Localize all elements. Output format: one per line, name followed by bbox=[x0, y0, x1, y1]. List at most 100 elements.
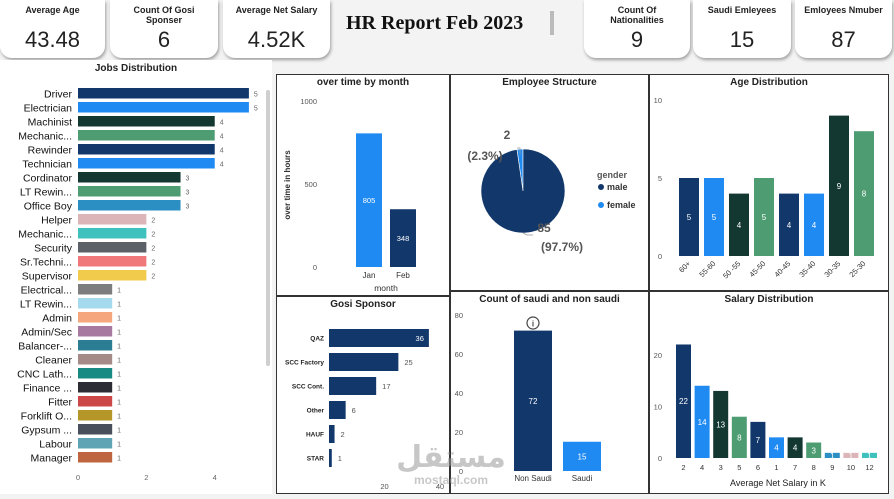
gosi-category-label: SCC Factory bbox=[285, 360, 324, 367]
job-value-label: 4 bbox=[220, 161, 224, 168]
salary-y-tick: 20 bbox=[654, 351, 662, 360]
job-category-label: Electrical... bbox=[21, 284, 72, 296]
gosi-category-label: SCC Cont. bbox=[292, 384, 324, 391]
overtime-bar bbox=[356, 133, 382, 267]
gosi-bar bbox=[329, 329, 429, 347]
job-value-label: 1 bbox=[117, 455, 121, 462]
job-value-label: 1 bbox=[117, 441, 121, 448]
age-bar bbox=[729, 193, 749, 256]
salary-value-label: 14 bbox=[698, 418, 707, 427]
overtime-y-tick: 0 bbox=[313, 263, 317, 272]
kpi-average-salary: Average Net Salary 4.52K bbox=[223, 0, 330, 58]
job-bar bbox=[78, 130, 215, 141]
age-value-label: 9 bbox=[837, 182, 842, 191]
age-x-tick: 55-60 bbox=[697, 259, 717, 279]
job-category-label: Cordinator bbox=[23, 172, 73, 184]
watermark-logo: مستقل mostaql.com bbox=[392, 442, 510, 487]
overtime-y-tick: 500 bbox=[304, 180, 317, 189]
saudi-value-label: 72 bbox=[529, 397, 538, 406]
gosi-bar bbox=[329, 377, 377, 395]
kpi-label: Count Of Nationalities bbox=[610, 5, 664, 25]
job-category-label: Technician bbox=[22, 158, 72, 170]
age-bar bbox=[854, 131, 874, 256]
gosi-value-label: 1 bbox=[338, 454, 342, 463]
overtime-x-tick: Jan bbox=[363, 271, 376, 280]
age-value-label: 4 bbox=[787, 221, 792, 230]
age-bar bbox=[704, 178, 724, 256]
job-value-label: 4 bbox=[220, 133, 224, 140]
gosi-category-label: HAUF bbox=[306, 432, 324, 439]
job-bar bbox=[78, 242, 147, 253]
salary-x-tick: 6 bbox=[756, 463, 760, 472]
job-value-label: 1 bbox=[117, 301, 121, 308]
gosi-value-label: 36 bbox=[416, 334, 424, 343]
job-value-label: 2 bbox=[151, 217, 155, 224]
salary-bar bbox=[787, 437, 803, 458]
salary-x-tick: 1 bbox=[774, 463, 778, 472]
salary-bar bbox=[676, 344, 691, 458]
job-value-label: 2 bbox=[151, 259, 155, 266]
job-category-label: Admin/Sec bbox=[21, 326, 72, 338]
overtime-value-label: 348 bbox=[397, 234, 410, 243]
watermark-url: mostaql.com bbox=[413, 473, 488, 487]
structure-chart-title: Employee Structure bbox=[502, 77, 597, 88]
job-bar bbox=[78, 144, 215, 155]
kpi-value: 43.48 bbox=[24, 27, 81, 52]
salary-bar bbox=[750, 421, 766, 458]
job-bar bbox=[78, 256, 147, 267]
age-value-label: 5 bbox=[762, 213, 767, 222]
job-category-label: Machinist bbox=[28, 116, 72, 128]
job-value-label: 1 bbox=[117, 385, 121, 392]
salary-value-label: 8 bbox=[737, 433, 742, 442]
saudi-y-tick: 0 bbox=[459, 467, 463, 476]
job-category-label: Rewinder bbox=[28, 144, 73, 156]
gosi-sponsor-panel: Gosi Sponsor QAZ 36 SCC Factory 25 SCC Cont.… bbox=[276, 296, 450, 494]
age-distribution-chart: 0 5 10 5 60+ 5 55-60 4 50 -55 5 45-50 4 40-45 4 35-40 9… bbox=[654, 96, 874, 280]
job-value-label: 1 bbox=[117, 287, 121, 294]
job-bar bbox=[78, 214, 147, 225]
salary-value-label: 4 bbox=[793, 444, 798, 453]
job-value-label: 5 bbox=[254, 105, 258, 112]
age-y-tick: 10 bbox=[654, 96, 662, 105]
job-category-label: Security bbox=[34, 242, 73, 254]
gosi-chart-title: Gosi Sponsor bbox=[330, 299, 396, 310]
job-bar bbox=[78, 326, 113, 337]
kpi-nationalities: Count Of Nationalities 9 bbox=[584, 0, 690, 58]
jobs-x-tick: 2 bbox=[144, 473, 148, 482]
salary-x-tick: 5 bbox=[737, 463, 741, 472]
jobs-scrollbar[interactable] bbox=[266, 90, 270, 366]
salary-x-tick: 3 bbox=[719, 463, 723, 472]
job-bar bbox=[78, 340, 113, 351]
job-value-label: 1 bbox=[117, 357, 121, 364]
salary-bar bbox=[843, 452, 859, 458]
age-value-label: 5 bbox=[687, 213, 692, 222]
age-x-tick: 40-45 bbox=[772, 259, 792, 279]
job-value-label: 1 bbox=[117, 371, 121, 378]
job-category-label: Admin bbox=[42, 312, 72, 324]
saudi-x-tick: Saudi bbox=[572, 474, 593, 483]
age-value-label: 4 bbox=[812, 221, 817, 230]
age-y-tick: 0 bbox=[658, 252, 662, 261]
age-value-label: 5 bbox=[712, 213, 717, 222]
salary-chart-title: Salary Distribution bbox=[724, 294, 814, 305]
job-value-label: 1 bbox=[117, 343, 121, 350]
age-bar bbox=[754, 178, 774, 256]
job-category-label: Sr.Techni... bbox=[20, 256, 72, 268]
legend-label: female bbox=[607, 200, 636, 210]
job-bar bbox=[78, 424, 113, 435]
legend-title: gender bbox=[597, 170, 628, 180]
salary-x-axis-title: Average Net Salary in K bbox=[730, 478, 826, 488]
age-bar bbox=[829, 115, 849, 256]
report-title: HR Report Feb 2023 bbox=[346, 12, 524, 34]
age-y-tick: 5 bbox=[658, 174, 662, 183]
job-category-label: CNC Lath... bbox=[17, 368, 72, 380]
salary-x-tick: 7 bbox=[793, 463, 797, 472]
salary-x-tick: 9 bbox=[830, 463, 834, 472]
age-x-tick: 60+ bbox=[677, 259, 693, 275]
salary-bar bbox=[694, 385, 710, 458]
salary-value-label: 1 bbox=[830, 451, 835, 460]
job-value-label: 4 bbox=[220, 147, 224, 154]
job-bar bbox=[78, 396, 113, 407]
kpi-employees-number: Emloyees Nmuber 87 bbox=[795, 0, 892, 58]
saudi-count-chart: 0 20 40 60 80 72 Non Saudi 15 Saudi i bbox=[455, 311, 601, 483]
